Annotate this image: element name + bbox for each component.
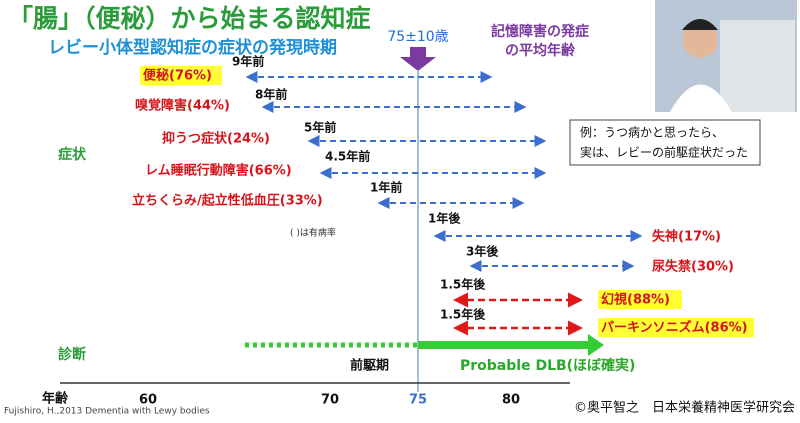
diagnosis-label: 診断 [58,346,86,363]
mean-age-note: の平均年齢 [505,42,576,59]
citation: Fujishiro, H.,2013 Dementia with Lewy bo… [4,407,210,417]
timing: 8年前 [255,87,287,102]
title: 「腸」（便秘）から始まる認知症 [8,4,371,33]
symptoms-label: 症状 [58,146,87,163]
axis-label: 年齢 [42,391,69,407]
symptom: 尿失禁(30%) [652,259,734,275]
example: 例：うつ病かと思ったら、 [580,125,724,140]
symptom: パーキンソニズム(86%) [601,320,748,336]
photo [655,0,797,112]
symptom: 便秘(76%) [143,68,212,84]
timing: 1年前 [370,180,402,195]
symptom: 抑うつ症状(24%) [162,131,270,147]
timing: 1年後 [428,211,461,226]
timing: 9年前 [232,54,264,69]
timing: 1.5年後 [440,307,486,322]
highlight [140,66,222,85]
tick-label: 80 [502,393,520,408]
probable-arrow [418,334,604,356]
symptom: 立ちくらみ/起立性低血圧(33%) [132,193,323,209]
symptom: 幻視(88%) [601,292,670,308]
example: 実は、レビーの前駆症状だった [580,145,748,160]
prodromal-label: 前駆期 [350,358,389,374]
probable-label: Probable DLB(ほぼ確実) [460,357,635,374]
subtitle: レビー小体型認知症の症状の発現時期 [48,37,337,58]
tick-label: 60 [139,393,157,408]
mean-age-note: 記憶障害の発症 [491,23,589,40]
tick-label: 75 [409,393,427,408]
timing: 1.5年後 [440,277,486,292]
symptom: 失神(17%) [652,229,721,245]
down-arrow [400,47,436,71]
timing: 4.5年前 [325,149,370,164]
prevalence-note: ( )は有病率 [290,227,336,239]
highlight [598,290,682,309]
tick-label: 70 [321,393,339,408]
highlight [598,318,754,337]
credit: ©奥平智之 日本栄養精神医学研究会 [574,400,795,416]
symptom: レム睡眠行動障害(66%) [145,163,292,179]
symptom: 嗅覚障害(44%) [135,98,230,114]
timing: 3年後 [466,244,499,259]
timing: 5年前 [304,120,336,135]
example-box [569,119,761,166]
mean-age: 75±10歳 [387,29,448,45]
